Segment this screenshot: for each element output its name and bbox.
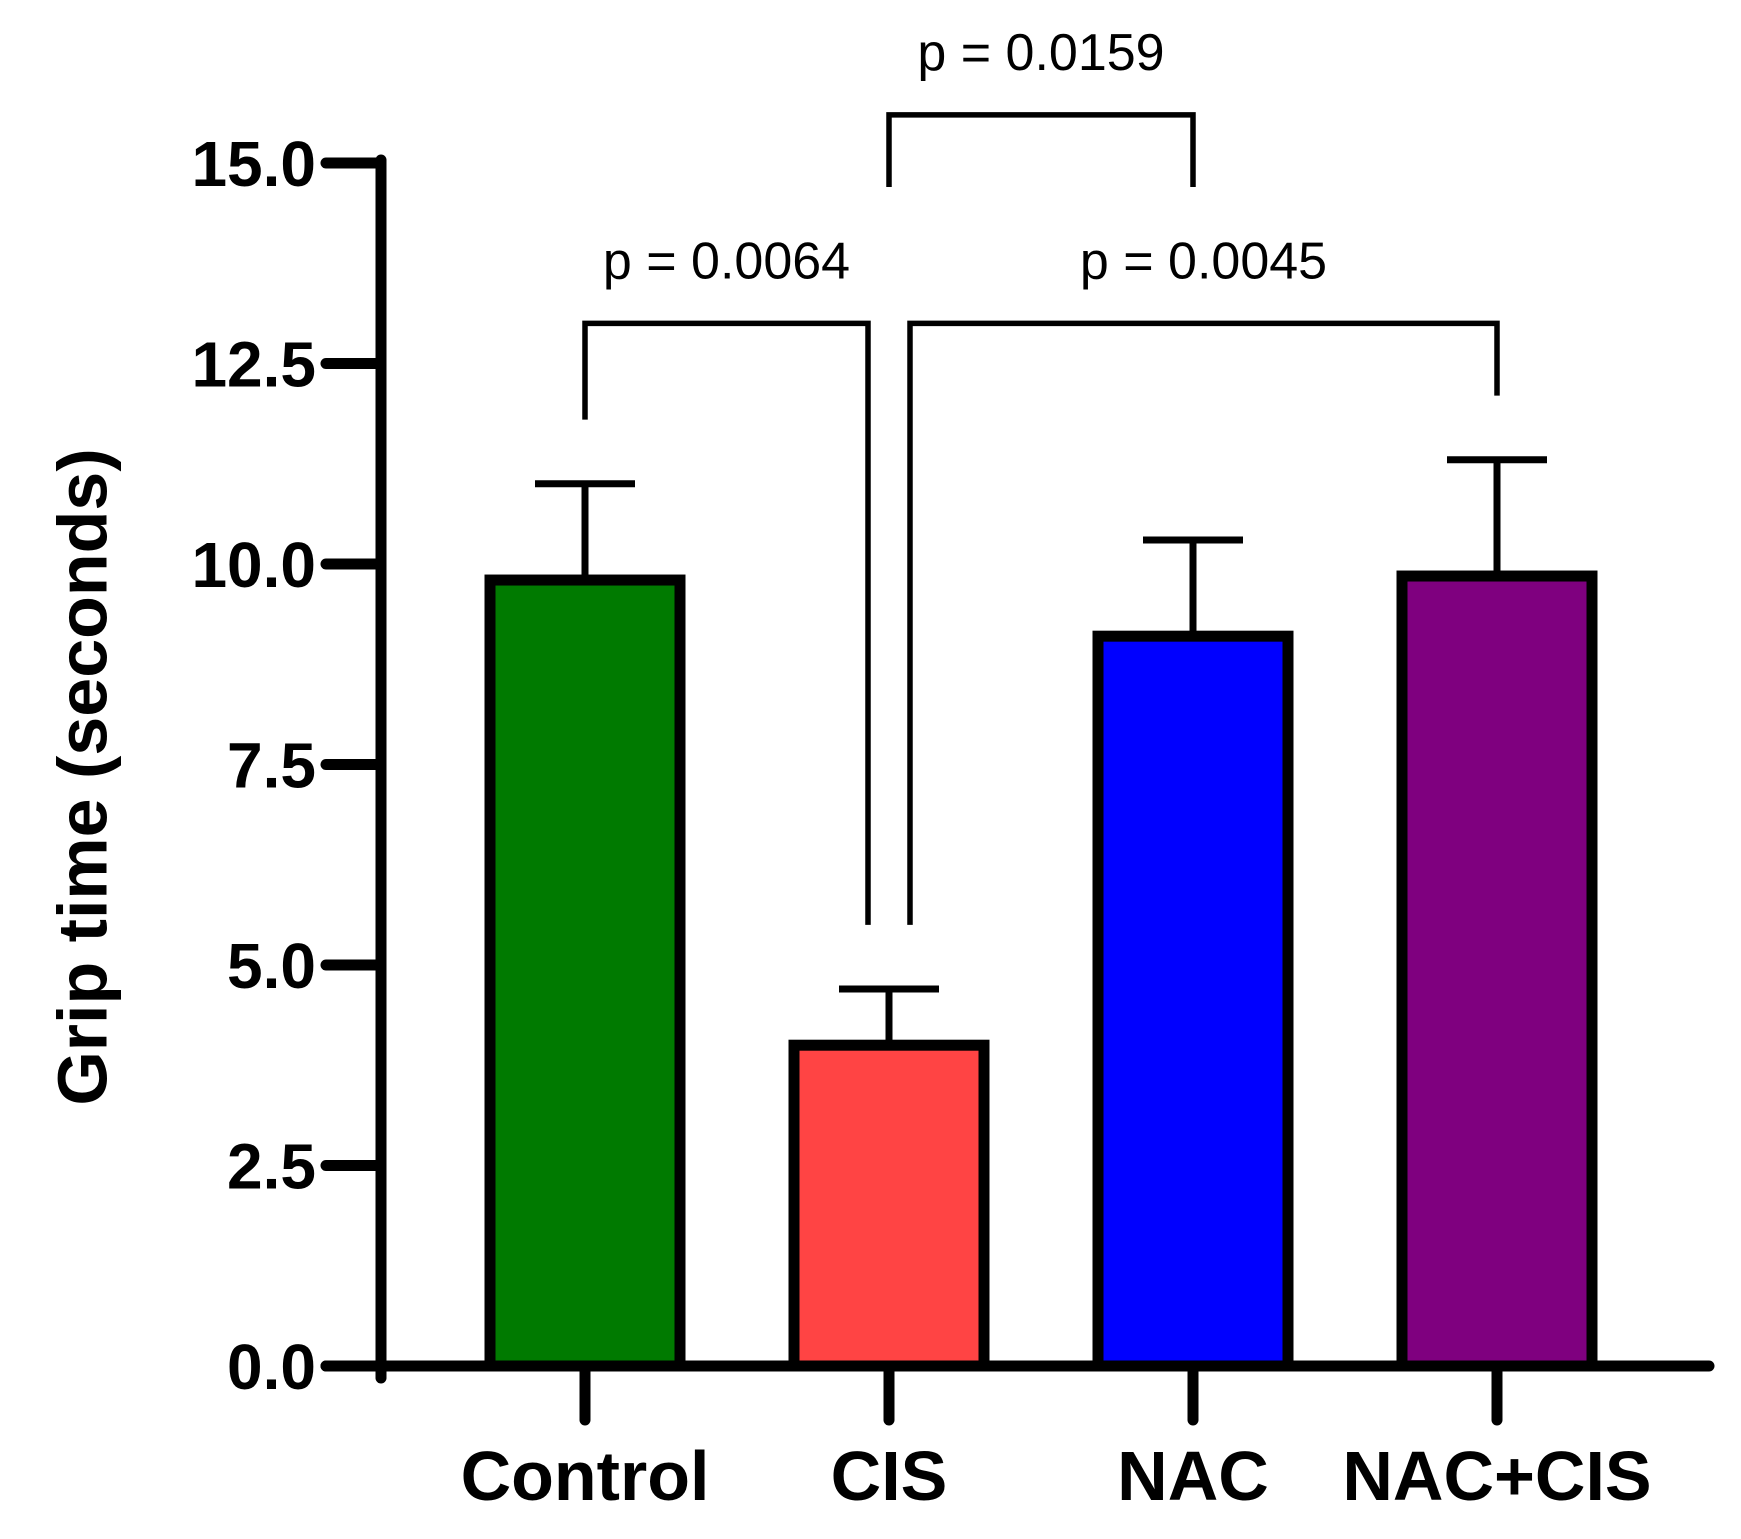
p-value-label: p = 0.0045: [1080, 232, 1327, 290]
y-tick-label: 7.5: [227, 730, 316, 802]
significance-bracket: [582, 320, 871, 925]
y-tick-label: 15.0: [191, 128, 316, 200]
bar-nac: [1092, 630, 1294, 1372]
x-tick-label: CIS: [831, 1437, 948, 1515]
p-value-label: p = 0.0064: [603, 232, 850, 290]
x-tick-label: NAC: [1117, 1437, 1269, 1515]
bar-cis: [788, 1039, 990, 1372]
y-tick-label: 0.0: [227, 1331, 316, 1403]
x-tick-label: NAC+CIS: [1342, 1437, 1651, 1515]
y-tick-label: 2.5: [227, 1131, 316, 1203]
y-axis-title: Grip time (seconds): [43, 448, 121, 1105]
bar-control: [484, 574, 686, 1372]
y-tick-label: 10.0: [191, 529, 316, 601]
bar-nac-cis: [1396, 570, 1598, 1372]
x-tick-label: Control: [461, 1437, 710, 1515]
y-tick-label: 5.0: [227, 930, 316, 1002]
significance-bracket: [907, 320, 1500, 925]
y-tick-label: 12.5: [191, 329, 316, 401]
plot-area: 0.0 2.5 5.0 7.5 10.0 12.5 15.0 Control CIS NAC NAC…: [191, 24, 1715, 1515]
p-value-label: p = 0.0159: [917, 24, 1164, 82]
significance-bracket: [886, 112, 1196, 188]
